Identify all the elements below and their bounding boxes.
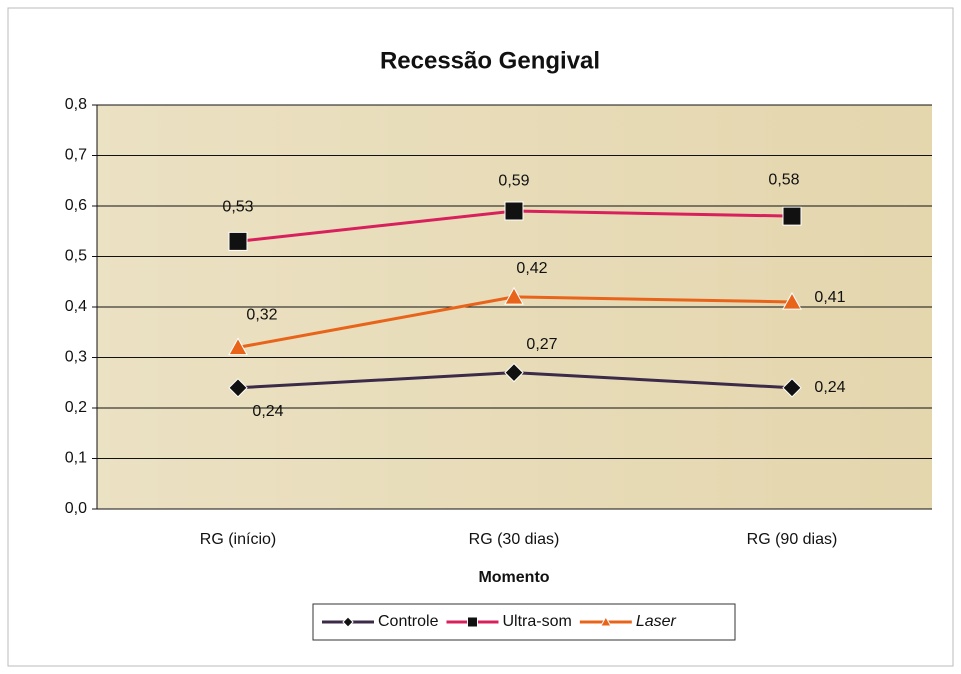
legend-label: Ultra-som: [502, 613, 571, 630]
marker: [599, 615, 612, 627]
marker: [782, 206, 802, 226]
y-tick-label: 0,0: [65, 500, 87, 517]
y-tick-label: 0,6: [65, 197, 87, 214]
marker: [228, 378, 248, 398]
y-tick-label: 0,2: [65, 399, 87, 416]
y-tick-label: 0,7: [65, 147, 87, 164]
data-label: 0,24: [252, 403, 283, 420]
y-tick-label: 0,1: [65, 450, 87, 467]
data-label: 0,41: [814, 289, 845, 306]
y-tick-label: 0,5: [65, 248, 87, 265]
marker: [782, 291, 802, 310]
y-tick-label: 0,3: [65, 349, 87, 366]
legend-box: [312, 603, 736, 641]
data-label: 0,24: [814, 379, 845, 396]
chart-title: Recessão Gengival: [380, 47, 600, 74]
marker: [228, 231, 248, 251]
legend-label: Laser: [636, 613, 677, 630]
data-label: 0,59: [498, 172, 529, 189]
legend-label: Controle: [378, 613, 439, 630]
marker: [228, 337, 248, 356]
marker: [504, 201, 524, 221]
y-tick-label: 0,8: [65, 96, 87, 113]
data-label: 0,58: [768, 171, 799, 188]
marker: [342, 616, 354, 628]
marker: [504, 362, 524, 383]
x-tick-label: RG (90 dias): [747, 531, 838, 548]
x-tick-label: RG (início): [200, 531, 276, 548]
data-label: 0,53: [222, 199, 253, 216]
data-label: 0,42: [516, 260, 547, 277]
y-tick-label: 0,4: [65, 298, 87, 315]
x-axis-title: Momento: [478, 569, 549, 586]
data-label: 0,32: [246, 307, 277, 324]
data-label: 0,27: [526, 336, 557, 353]
x-tick-label: RG (30 dias): [469, 531, 560, 548]
marker: [504, 286, 524, 305]
marker: [782, 378, 802, 398]
marker: [466, 616, 478, 628]
